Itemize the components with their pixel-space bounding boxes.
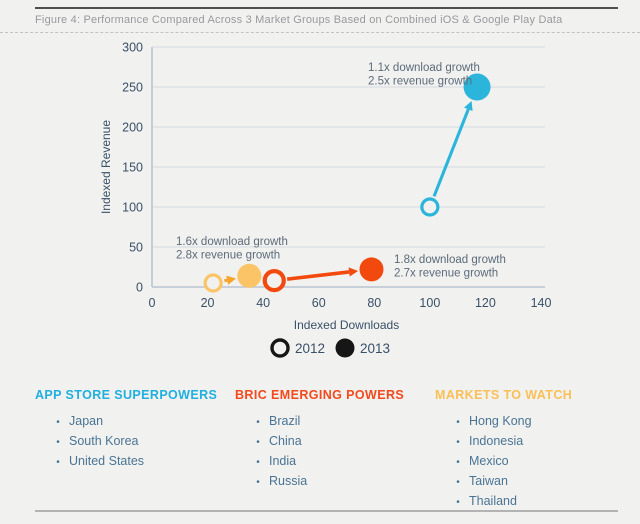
data-point-2012 bbox=[262, 269, 286, 293]
market-list-item: • Mexico bbox=[435, 452, 630, 472]
growth-arrowhead bbox=[464, 100, 473, 112]
bottom-divider bbox=[35, 510, 618, 512]
figure-caption: Figure 4: Performance Compared Across 3 … bbox=[35, 14, 563, 26]
market-name: United States bbox=[69, 454, 145, 468]
data-point-2012 bbox=[420, 197, 440, 217]
bullet-icon: • bbox=[256, 437, 260, 448]
growth-arrow bbox=[224, 278, 228, 283]
y-tick-label: 200 bbox=[122, 121, 143, 135]
market-name: Taiwan bbox=[469, 474, 508, 488]
data-point-2012 bbox=[203, 273, 223, 293]
market-list-item: • Taiwan bbox=[435, 472, 630, 492]
x-tick-label: 0 bbox=[149, 296, 156, 310]
bullet-icon: • bbox=[456, 437, 460, 448]
market-list-item: • Indonesia bbox=[435, 432, 630, 452]
market-name: South Korea bbox=[69, 434, 139, 448]
market-name: China bbox=[269, 434, 302, 448]
market-list-item: • Hong Kong bbox=[435, 412, 630, 432]
data-point-2013 bbox=[463, 73, 491, 101]
market-list-item: • India bbox=[235, 452, 430, 472]
market-group-column: BRIC EMERGING POWERS • Brazil • China • India •… bbox=[235, 388, 430, 492]
market-group-title: BRIC EMERGING POWERS bbox=[235, 388, 405, 402]
bullet-icon: • bbox=[256, 417, 260, 428]
market-name: Japan bbox=[69, 414, 104, 428]
market-groups-section: APP STORE SUPERPOWERS • Japan • South Korea •… bbox=[0, 388, 640, 508]
market-group-column: MARKETS TO WATCH • Hong Kong • Indonesia • Mex… bbox=[435, 388, 630, 512]
annotation-text: 1.8x download growth bbox=[394, 254, 506, 266]
bullet-icon: • bbox=[456, 477, 460, 488]
x-tick-label: 40 bbox=[256, 296, 270, 310]
x-axis-title: Indexed Downloads bbox=[294, 318, 399, 332]
y-tick-label: 250 bbox=[122, 81, 143, 95]
market-list-item: • China bbox=[235, 432, 430, 452]
market-list-item: • Thailand bbox=[435, 492, 630, 512]
legend-label: 2012 bbox=[295, 341, 325, 356]
market-name: Indonesia bbox=[469, 434, 524, 448]
annotation-text: 2.8x revenue growth bbox=[176, 250, 280, 262]
bullet-icon: • bbox=[56, 417, 60, 428]
growth-arrowhead bbox=[348, 267, 359, 277]
legend-marker-open bbox=[270, 338, 290, 358]
annotation-text: 1.6x download growth bbox=[176, 236, 288, 248]
market-list-item: • South Korea bbox=[35, 432, 230, 452]
market-group-column: APP STORE SUPERPOWERS • Japan • South Korea •… bbox=[35, 388, 230, 472]
data-point-2013 bbox=[237, 263, 262, 288]
market-list-item: • United States bbox=[35, 452, 230, 472]
bullet-icon: • bbox=[456, 497, 460, 508]
bullet-icon: • bbox=[456, 457, 460, 468]
x-tick-label: 80 bbox=[367, 296, 381, 310]
y-tick-label: 0 bbox=[136, 281, 143, 295]
growth-arrow bbox=[432, 108, 470, 197]
market-list-item: • Japan bbox=[35, 412, 230, 432]
legend-label: 2013 bbox=[360, 341, 390, 356]
y-tick-label: 50 bbox=[129, 241, 143, 255]
y-tick-label: 100 bbox=[122, 201, 143, 215]
market-group-title: MARKETS TO WATCH bbox=[435, 388, 573, 402]
market-list-item: • Russia bbox=[235, 472, 430, 492]
y-tick-label: 300 bbox=[122, 41, 143, 55]
legend-marker-filled bbox=[335, 338, 355, 358]
bullet-icon: • bbox=[456, 417, 460, 428]
x-tick-label: 120 bbox=[475, 296, 496, 310]
y-tick-label: 150 bbox=[122, 161, 143, 175]
top-divider bbox=[35, 7, 618, 9]
market-name: Russia bbox=[269, 474, 308, 488]
bullet-icon: • bbox=[256, 477, 260, 488]
dashed-divider bbox=[0, 32, 640, 33]
annotation-text: 2.5x revenue growth bbox=[368, 76, 472, 88]
x-tick-label: 60 bbox=[312, 296, 326, 310]
annotation-text: 1.1x download growth bbox=[368, 62, 480, 74]
market-list-item: • Brazil bbox=[235, 412, 430, 432]
y-axis-title: Indexed Revenue bbox=[99, 120, 113, 214]
market-group-title: APP STORE SUPERPOWERS bbox=[35, 388, 218, 402]
market-name: India bbox=[269, 454, 297, 468]
market-name: Thailand bbox=[469, 494, 517, 508]
data-point-2013 bbox=[359, 257, 384, 282]
scatter-chart: 0 50 100 150 200 250 300 0 20 40 60 80 100 120 140 Inde… bbox=[99, 41, 552, 358]
growth-arrow bbox=[286, 270, 350, 281]
x-tick-label: 100 bbox=[419, 296, 440, 310]
market-name: Hong Kong bbox=[469, 414, 532, 428]
annotation-text: 2.7x revenue growth bbox=[394, 268, 498, 280]
bullet-icon: • bbox=[256, 457, 260, 468]
bullet-icon: • bbox=[56, 457, 60, 468]
bullet-icon: • bbox=[56, 437, 60, 448]
growth-arrowhead bbox=[226, 275, 237, 285]
x-tick-label: 140 bbox=[531, 296, 552, 310]
x-tick-label: 20 bbox=[201, 296, 215, 310]
market-name: Mexico bbox=[469, 454, 509, 468]
market-name: Brazil bbox=[269, 414, 301, 428]
